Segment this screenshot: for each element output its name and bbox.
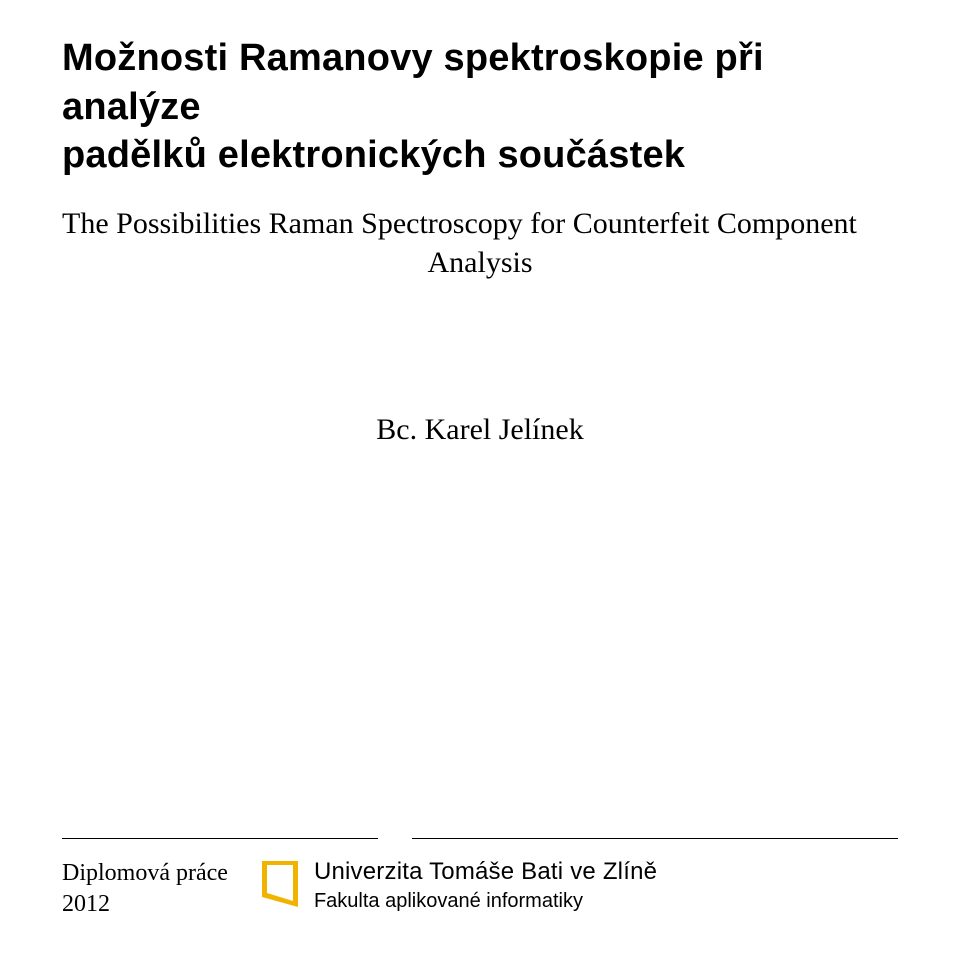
- footer-row: Diplomová práce 2012 Univerzita Tomáše B…: [62, 858, 898, 920]
- title-english-line2: Analysis: [62, 243, 898, 283]
- title-english-line1: The Possibilities Raman Spectroscopy for…: [62, 207, 857, 240]
- faculty-name: Fakulta aplikované informatiky: [314, 890, 657, 913]
- university-name: Univerzita Tomáše Bati ve Zlíně: [314, 858, 657, 886]
- title-czech-line1: Možnosti Ramanovy spektroskopie při anal…: [62, 37, 764, 128]
- page-footer: Diplomová práce 2012 Univerzita Tomáše B…: [62, 832, 898, 920]
- university-block: Univerzita Tomáše Bati ve Zlíně Fakulta …: [262, 858, 657, 913]
- title-czech: Možnosti Ramanovy spektroskopie při anal…: [62, 34, 898, 180]
- university-text: Univerzita Tomáše Bati ve Zlíně Fakulta …: [314, 858, 657, 913]
- thesis-title-page: Možnosti Ramanovy spektroskopie při anal…: [0, 0, 960, 956]
- thesis-type: Diplomová práce: [62, 858, 228, 889]
- thesis-year: 2012: [62, 889, 228, 920]
- title-english: The Possibilities Raman Spectroscopy for…: [62, 204, 898, 283]
- author-name: Bc. Karel Jelínek: [62, 413, 898, 447]
- divider-rules: [62, 832, 898, 846]
- university-logo-icon: [262, 861, 298, 907]
- divider-line-left: [62, 838, 378, 839]
- thesis-block: Diplomová práce 2012: [62, 858, 228, 920]
- title-czech-line2: padělků elektronických součástek: [62, 134, 685, 176]
- divider-line-right: [412, 838, 898, 839]
